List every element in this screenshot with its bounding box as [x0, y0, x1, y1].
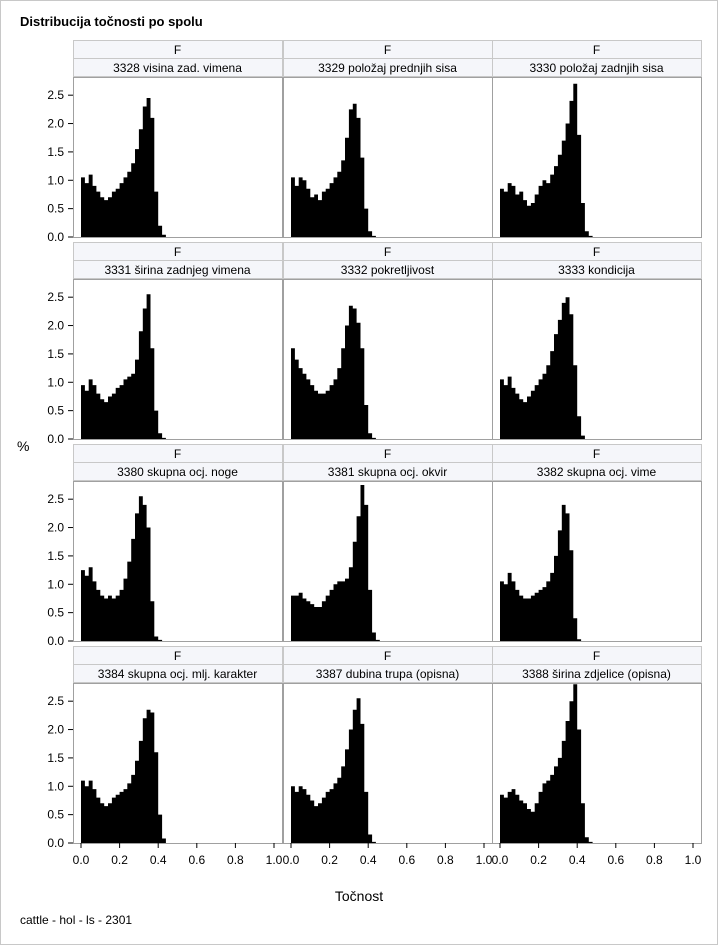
panel-trait-label: 3332 pokretljivost	[341, 263, 435, 277]
panel-sex-label: F	[593, 649, 600, 663]
panel-trait-header	[492, 462, 702, 481]
panel-distribution-area	[81, 709, 182, 843]
x-tick-label: 0.4	[150, 853, 167, 867]
y-axis-label: %	[17, 438, 30, 454]
panel-sex-label: F	[384, 43, 391, 57]
panel-sex-label: F	[593, 43, 600, 57]
panel-trait-label: 3328 visina zad. vimena	[113, 61, 242, 75]
y-tick-label: 0.5	[47, 404, 64, 418]
x-tick-label: 0.2	[111, 853, 128, 867]
y-tick-label: 1.5	[47, 347, 64, 361]
x-tick-label: 0.0	[492, 853, 509, 867]
chart-title: Distribucija točnosti po spolu	[20, 14, 203, 29]
panel-distribution-area	[291, 698, 392, 843]
panel-trait-header	[492, 664, 702, 683]
x-tick-label: 0.4	[360, 853, 377, 867]
y-tick-label: 1.5	[47, 751, 64, 765]
panel-distribution-area	[500, 297, 601, 439]
panel-plot-frame	[492, 683, 702, 844]
panel-sex-label: F	[593, 447, 600, 461]
panel-distribution-area	[291, 485, 392, 641]
panel-distribution-area	[81, 98, 182, 237]
panel-trait-label: 3330 položaj zadnjih sisa	[529, 61, 663, 75]
panel-distribution-area	[291, 305, 392, 439]
y-tick-label: 2.5	[47, 492, 64, 506]
x-tick-label: 0.6	[398, 853, 415, 867]
panel-trait-label: 3329 položaj prednjih sisa	[318, 61, 457, 75]
y-tick-label: 2.5	[47, 88, 64, 102]
panel-trait-label: 3384 skupna ocj. mlj. karakter	[98, 667, 257, 681]
panel-trait-label: 3382 skupna ocj. vime	[537, 465, 657, 479]
panel-plot-frame	[73, 77, 283, 238]
panel-sex-label: F	[174, 649, 181, 663]
panel-plot-frame	[492, 77, 702, 238]
panel-sex-label: F	[174, 245, 181, 259]
x-tick-label: 0.6	[188, 853, 205, 867]
y-tick-label: 1.0	[47, 577, 64, 591]
x-tick-label: 0.4	[569, 853, 586, 867]
y-tick-label: 1.5	[47, 145, 64, 159]
x-tick-label: 0.2	[530, 853, 547, 867]
panel-trait-header	[73, 664, 283, 683]
x-tick-label: 0.6	[607, 853, 624, 867]
panel-trait-label: 3381 skupna ocj. okvir	[328, 465, 447, 479]
panel-trait-header	[492, 260, 702, 279]
y-tick-label: 2.0	[47, 117, 64, 131]
panel-trait-header	[73, 462, 283, 481]
panel-trait-label: 3387 dubina trupa (opisna)	[316, 667, 459, 681]
panel-distribution-area	[81, 294, 182, 439]
y-tick-label: 0.0	[47, 432, 64, 446]
panel-distribution-area	[81, 496, 182, 641]
y-tick-label: 2.5	[47, 290, 64, 304]
x-tick-label: 0.0	[73, 853, 90, 867]
panel-trait-label: 3331 širina zadnjeg vimena	[104, 263, 250, 277]
x-tick-label: 0.8	[437, 853, 454, 867]
panel-distribution-area	[291, 103, 392, 237]
panel-sex-label: F	[174, 447, 181, 461]
y-tick-label: 0.5	[47, 606, 64, 620]
x-tick-label: 0.0	[283, 853, 300, 867]
y-tick-label: 0.5	[47, 808, 64, 822]
panel-plot-frame	[492, 481, 702, 642]
x-tick-label: 1.0	[266, 853, 283, 867]
panel-trait-label: 3333 kondicija	[558, 263, 635, 277]
y-tick-label: 2.0	[47, 319, 64, 333]
y-tick-label: 0.0	[47, 634, 64, 648]
panel-sex-label: F	[384, 447, 391, 461]
panel-trait-header	[492, 58, 702, 77]
y-tick-label: 1.0	[47, 173, 64, 187]
x-tick-label: 1.0	[685, 853, 702, 867]
y-tick-label: 1.5	[47, 549, 64, 563]
panel-sex-label: F	[384, 245, 391, 259]
y-tick-label: 0.0	[47, 836, 64, 850]
x-tick-label: 0.8	[227, 853, 244, 867]
x-axis-label: Točnost	[334, 888, 384, 904]
y-tick-label: 2.5	[47, 694, 64, 708]
panel-plot-frame	[73, 481, 283, 642]
y-tick-label: 2.0	[47, 723, 64, 737]
panel-sex-label: F	[593, 245, 600, 259]
x-tick-label: 0.8	[646, 853, 663, 867]
panel-trait-header	[73, 58, 283, 77]
panel-trait-header	[73, 260, 283, 279]
panel-plot-frame	[492, 279, 702, 440]
panel-plot-frame	[73, 683, 283, 844]
x-tick-label: 0.2	[321, 853, 338, 867]
panel-trait-label: 3380 skupna ocj. noge	[117, 465, 238, 479]
panel-distribution-area	[500, 83, 601, 237]
y-tick-label: 0.0	[47, 230, 64, 244]
panel-distribution-area	[500, 504, 601, 641]
panel-sex-label: F	[174, 43, 181, 57]
panel-sex-label: F	[384, 649, 391, 663]
panel-plot-frame	[73, 279, 283, 440]
y-tick-label: 0.5	[47, 202, 64, 216]
y-tick-label: 1.0	[47, 779, 64, 793]
footnote: cattle - hol - ls - 2301	[20, 913, 133, 927]
y-tick-label: 1.0	[47, 375, 64, 389]
panel-trait-label: 3388 širina zdjelice (opisna)	[522, 667, 671, 681]
panel-distribution-area	[500, 684, 601, 843]
x-tick-label: 1.0	[476, 853, 493, 867]
y-tick-label: 2.0	[47, 521, 64, 535]
